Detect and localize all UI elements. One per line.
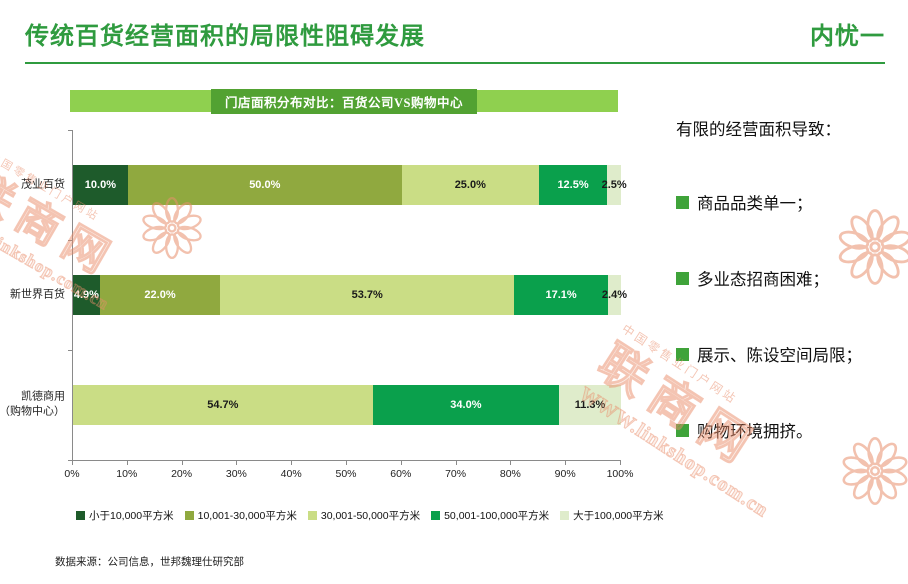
bar-row: 茂业百货 10.0% 50.0% 25.0% 12.5% 2.5% [21, 165, 627, 205]
x-axis-tick [346, 461, 347, 465]
legend-label: 30,001-50,000平方米 [320, 510, 421, 522]
bar-segment: 10.0% [73, 165, 128, 205]
legend-swatch [560, 511, 570, 520]
category-label: 茂业百货 [21, 178, 65, 191]
bar-segment: 53.7% [220, 275, 515, 315]
plot-area: 茂业百货 10.0% 50.0% 25.0% 12.5% 2.5% 新世界百货 4.9% 22.… [0, 130, 627, 461]
x-tick-label: 70% [445, 468, 467, 480]
chart: 茂业百货 10.0% 50.0% 25.0% 12.5% 2.5% 新世界百货 4.9% 22.… [0, 130, 633, 485]
bullet-text: 多业态招商困难； [697, 270, 829, 289]
legend-label: 50,001-100,000平方米 [444, 510, 550, 522]
page-title: 传统百货经营面积的局限性阻碍发展 [25, 24, 425, 50]
bullet-square-icon [676, 271, 689, 285]
bar-segment: 4.9% [73, 275, 100, 315]
category-label: 凯德商用 （购物中心） [0, 390, 65, 418]
legend-item: 30,001-50,000平方米 [307, 508, 421, 523]
bullet-item: 购物环境拥挤。 [676, 418, 898, 442]
title-row: 传统百货经营面积的局限性阻碍发展 内忧一 [25, 16, 885, 51]
chart-title: 门店面积分布对比：百货公司VS购物中心 [211, 88, 477, 114]
x-axis-tick [236, 461, 238, 465]
legend-item: 大于100,000平方米 [560, 508, 664, 523]
legend-label: 10,001-30,000平方米 [197, 510, 297, 522]
right-panel: 有限的经营面积导致： 商品品类单一； 多业态招商困难； 展示、陈设空间局限； 购… [676, 116, 898, 494]
x-axis-tick [455, 461, 457, 465]
bullet-item: 展示、陈设空间局限； [676, 342, 898, 366]
legend-swatch [431, 511, 441, 520]
x-axis-tick [400, 461, 402, 465]
bar-segment: 12.5% [538, 165, 608, 205]
legend-item: 10,001-30,000平方米 [184, 508, 297, 523]
bar-segment: 34.0% [372, 385, 560, 425]
x-axis-tick [291, 461, 293, 465]
bullet-text: 展示、陈设空间局限； [697, 346, 862, 365]
x-tick-label: 20% [171, 468, 193, 480]
bullet-item: 多业态招商困难； [676, 266, 898, 290]
x-axis-tick [565, 461, 567, 465]
y-axis-tick [68, 239, 73, 241]
legend-item: 50,001-100,000平方米 [431, 508, 549, 523]
stacked-bar: 54.7% 34.0% 11.3% [73, 385, 621, 425]
bar-segment: 25.0% [401, 165, 539, 205]
category-label: 新世界百货 [10, 288, 65, 301]
bullet-text: 商品品类单一； [697, 194, 813, 213]
bar-segment: 50.0% [127, 165, 402, 205]
x-axis: 0% 10% 20% 30% 40% 50% 60% 70% 80% 90% 100% [64, 461, 633, 485]
x-tick-label: 10% [116, 468, 138, 480]
x-axis-tick [126, 461, 128, 465]
corner-tag: 内忧一 [810, 24, 885, 50]
x-axis-tick [510, 461, 512, 465]
y-axis-tick [68, 350, 73, 351]
bar-segment: 22.0% [99, 275, 221, 315]
bullet-text: 购物环境拥挤。 [697, 422, 813, 441]
x-tick-label: 80% [499, 468, 521, 480]
x-axis-tick [181, 461, 183, 465]
x-axis-tick [620, 461, 621, 465]
legend: 小于10,000平方米 10,001-30,000平方米 30,001-50,000… [76, 508, 664, 523]
legend-label: 小于10,000平方米 [89, 510, 174, 522]
x-axis-tick [72, 461, 73, 465]
bar-segment: 2.4% [602, 275, 627, 315]
bullet-square-icon [676, 423, 689, 437]
bar-segment: 11.3% [559, 385, 621, 425]
legend-swatch [184, 511, 194, 520]
bullet-item: 商品品类单一； [676, 190, 898, 214]
source-note: 数据来源：公司信息，世邦魏理仕研究部 [55, 557, 244, 568]
bar-row: 新世界百货 4.9% 22.0% 53.7% 17.1% 2.4% [10, 275, 627, 315]
x-tick-label: 40% [280, 468, 302, 480]
panel-heading: 有限的经营面积导致： [676, 120, 841, 139]
x-tick-label: 100% [606, 468, 634, 480]
y-axis-tick [68, 130, 73, 131]
x-tick-label: 90% [554, 468, 576, 480]
x-tick-label: 0% [64, 468, 80, 480]
bullet-square-icon [676, 347, 689, 361]
y-axis-tick [68, 460, 73, 461]
bar-row: 凯德商用 （购物中心） 54.7% 34.0% 11.3% [0, 385, 621, 425]
bar-segment: 54.7% [73, 385, 373, 425]
legend-swatch [307, 511, 317, 520]
legend-label: 大于100,000平方米 [573, 510, 664, 522]
x-tick-label: 30% [225, 468, 247, 480]
bullet-square-icon [676, 195, 689, 209]
chart-title-banner: 门店面积分布对比：百货公司VS购物中心 [70, 88, 618, 114]
legend-swatch [76, 511, 85, 520]
bar-segment: 17.1% [514, 275, 608, 315]
legend-item: 小于10,000平方米 [76, 508, 174, 523]
title-divider [25, 62, 885, 64]
stacked-bar: 10.0% 50.0% 25.0% 12.5% 2.5% [73, 165, 627, 205]
bar-segment: 2.5% [602, 165, 627, 205]
x-tick-label: 60% [390, 468, 412, 480]
stacked-bar: 4.9% 22.0% 53.7% 17.1% 2.4% [73, 275, 627, 315]
x-tick-label: 50% [335, 468, 357, 480]
